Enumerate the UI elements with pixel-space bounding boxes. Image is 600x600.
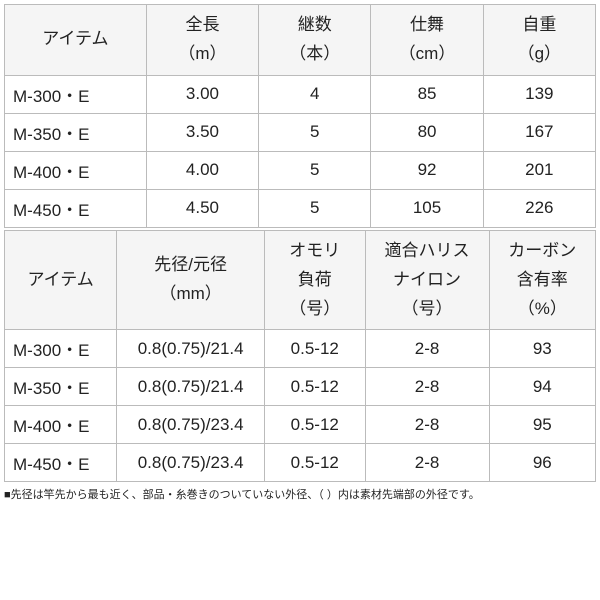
cell-value: 0.5-12 — [265, 444, 365, 482]
table-header-row: アイテム 全長（m） 継数（本） 仕舞（cm） 自重（g） — [5, 5, 596, 76]
cell-item: M-400・E — [5, 151, 147, 189]
table-row: M-450・E4.505105226 — [5, 189, 596, 227]
cell-value: 0.8(0.75)/21.4 — [117, 368, 265, 406]
spec-table-1: アイテム 全長（m） 継数（本） 仕舞（cm） 自重（g） M-300・E3.0… — [4, 4, 596, 228]
cell-value: 4.00 — [146, 151, 258, 189]
cell-value: 5 — [259, 189, 371, 227]
col-line: 適合ハリスナイロン（号） — [365, 230, 489, 330]
table-row: M-450・E0.8(0.75)/23.40.5-122-896 — [5, 444, 596, 482]
cell-value: 0.8(0.75)/23.4 — [117, 444, 265, 482]
cell-value: 94 — [489, 368, 595, 406]
cell-value: 5 — [259, 113, 371, 151]
cell-value: 85 — [371, 75, 483, 113]
spec-table-2: アイテム 先径/元径（mm） オモリ負荷（号） 適合ハリスナイロン（号） カーボ… — [4, 230, 596, 483]
col-weight: 自重（g） — [483, 5, 595, 76]
col-sections: 継数（本） — [259, 5, 371, 76]
table-row: M-400・E4.00592201 — [5, 151, 596, 189]
cell-item: M-450・E — [5, 444, 117, 482]
cell-value: 105 — [371, 189, 483, 227]
cell-item: M-300・E — [5, 75, 147, 113]
col-diameter: 先径/元径（mm） — [117, 230, 265, 330]
cell-value: 4.50 — [146, 189, 258, 227]
cell-item: M-350・E — [5, 368, 117, 406]
cell-value: 167 — [483, 113, 595, 151]
cell-value: 3.50 — [146, 113, 258, 151]
table-row: M-300・E3.00485139 — [5, 75, 596, 113]
cell-value: 2-8 — [365, 406, 489, 444]
cell-value: 0.8(0.75)/23.4 — [117, 406, 265, 444]
table-row: M-350・E3.50580167 — [5, 113, 596, 151]
cell-value: 2-8 — [365, 444, 489, 482]
cell-value: 95 — [489, 406, 595, 444]
cell-value: 93 — [489, 330, 595, 368]
cell-item: M-400・E — [5, 406, 117, 444]
cell-value: 0.5-12 — [265, 406, 365, 444]
table-row: M-300・E0.8(0.75)/21.40.5-122-893 — [5, 330, 596, 368]
footnote: ■先径は竿先から最も近く、部品・糸巻きのついていない外径、（ ）内は素材先端部の… — [4, 484, 596, 502]
cell-item: M-450・E — [5, 189, 147, 227]
col-length: 全長（m） — [146, 5, 258, 76]
cell-value: 0.5-12 — [265, 330, 365, 368]
cell-value: 4 — [259, 75, 371, 113]
table-row: M-400・E0.8(0.75)/23.40.5-122-895 — [5, 406, 596, 444]
col-closed: 仕舞（cm） — [371, 5, 483, 76]
col-carbon: カーボン含有率（%） — [489, 230, 595, 330]
cell-value: 139 — [483, 75, 595, 113]
cell-value: 92 — [371, 151, 483, 189]
cell-value: 226 — [483, 189, 595, 227]
cell-value: 2-8 — [365, 330, 489, 368]
col-sinker: オモリ負荷（号） — [265, 230, 365, 330]
cell-value: 80 — [371, 113, 483, 151]
col-item: アイテム — [5, 230, 117, 330]
table-header-row: アイテム 先径/元径（mm） オモリ負荷（号） 適合ハリスナイロン（号） カーボ… — [5, 230, 596, 330]
cell-item: M-300・E — [5, 330, 117, 368]
cell-value: 0.5-12 — [265, 368, 365, 406]
cell-item: M-350・E — [5, 113, 147, 151]
table-row: M-350・E0.8(0.75)/21.40.5-122-894 — [5, 368, 596, 406]
cell-value: 5 — [259, 151, 371, 189]
cell-value: 201 — [483, 151, 595, 189]
col-item: アイテム — [5, 5, 147, 76]
cell-value: 2-8 — [365, 368, 489, 406]
cell-value: 0.8(0.75)/21.4 — [117, 330, 265, 368]
cell-value: 96 — [489, 444, 595, 482]
cell-value: 3.00 — [146, 75, 258, 113]
